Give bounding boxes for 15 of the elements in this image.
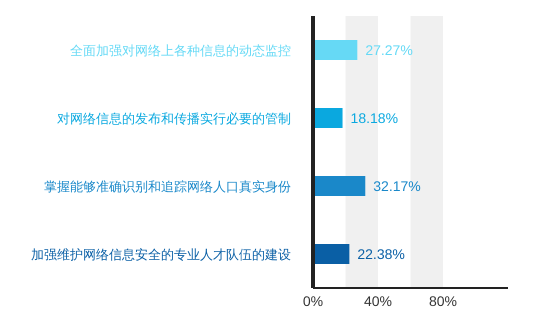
x-tick-label: 40% — [364, 292, 392, 309]
data-label: 18.18% — [350, 110, 398, 126]
bar — [313, 244, 350, 264]
data-label: 27.27% — [365, 42, 413, 58]
data-label: 22.38% — [357, 246, 405, 262]
y-tick-label: 加强维护网络信息安全的专业人才队伍的建设 — [31, 247, 291, 263]
bar — [313, 108, 343, 128]
y-tick-label: 对网络信息的发布和传播实行必要的管制 — [57, 112, 291, 127]
bar — [313, 40, 358, 60]
y-tick-label: 全面加强对网络上各种信息的动态监控 — [70, 44, 291, 59]
y-tick-label: 掌握能够准确识别和追踪网络人口真实身份 — [44, 180, 291, 195]
bar — [313, 176, 366, 196]
data-label: 32.17% — [373, 178, 421, 194]
x-tick-label: 0% — [302, 292, 324, 309]
x-tick-label: 80% — [428, 292, 458, 309]
